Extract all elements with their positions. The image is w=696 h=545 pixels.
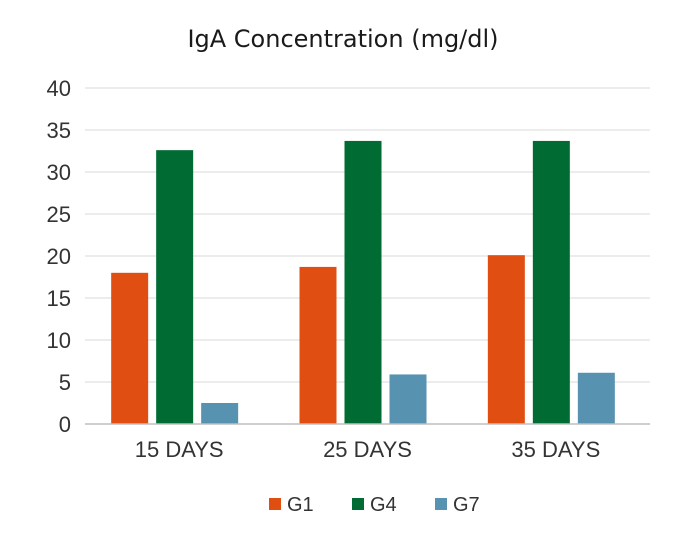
y-tick-label-10: 10	[47, 328, 71, 353]
x-category-label-25-days: 25 DAYS	[323, 437, 412, 462]
bar-g1-15-days	[111, 272, 149, 424]
bar-g4-25-days	[344, 140, 382, 425]
bar-g7-25-days	[389, 374, 427, 424]
bar-g1-35-days	[487, 255, 525, 424]
legend-swatch-g7	[435, 498, 447, 510]
bar-g4-15-days	[156, 150, 194, 424]
y-tick-label-5: 5	[59, 370, 71, 395]
y-tick-label-30: 30	[47, 160, 71, 185]
legend-label-g7: G7	[453, 494, 480, 516]
bar-g1-25-days	[299, 266, 337, 424]
bars	[111, 140, 615, 425]
y-tick-label-20: 20	[47, 244, 71, 269]
bar-g7-15-days	[201, 403, 239, 424]
legend-swatch-g4	[352, 498, 364, 510]
y-tick-label-40: 40	[47, 76, 71, 101]
bar-g4-35-days	[532, 140, 570, 425]
legend-swatch-g1	[269, 498, 281, 510]
x-axis-category-labels: 15 DAYS 25 DAYS 35 DAYS	[135, 437, 601, 462]
legend-label-g1: G1	[287, 494, 314, 516]
y-tick-label-35: 35	[47, 118, 71, 143]
chart-title: IgA Concentration (mg/dl)	[187, 25, 498, 53]
y-tick-label-15: 15	[47, 286, 71, 311]
y-tick-label-25: 25	[47, 202, 71, 227]
bar-g7-35-days	[577, 372, 615, 424]
y-tick-label-0: 0	[59, 412, 71, 437]
x-category-label-15-days: 15 DAYS	[135, 437, 224, 462]
legend-label-g4: G4	[370, 494, 397, 516]
y-axis-tick-labels: 0 5 10 15 20 25 30 35 40	[47, 76, 71, 437]
x-category-label-35-days: 35 DAYS	[511, 437, 600, 462]
legend: G1 G4 G7	[269, 494, 480, 516]
